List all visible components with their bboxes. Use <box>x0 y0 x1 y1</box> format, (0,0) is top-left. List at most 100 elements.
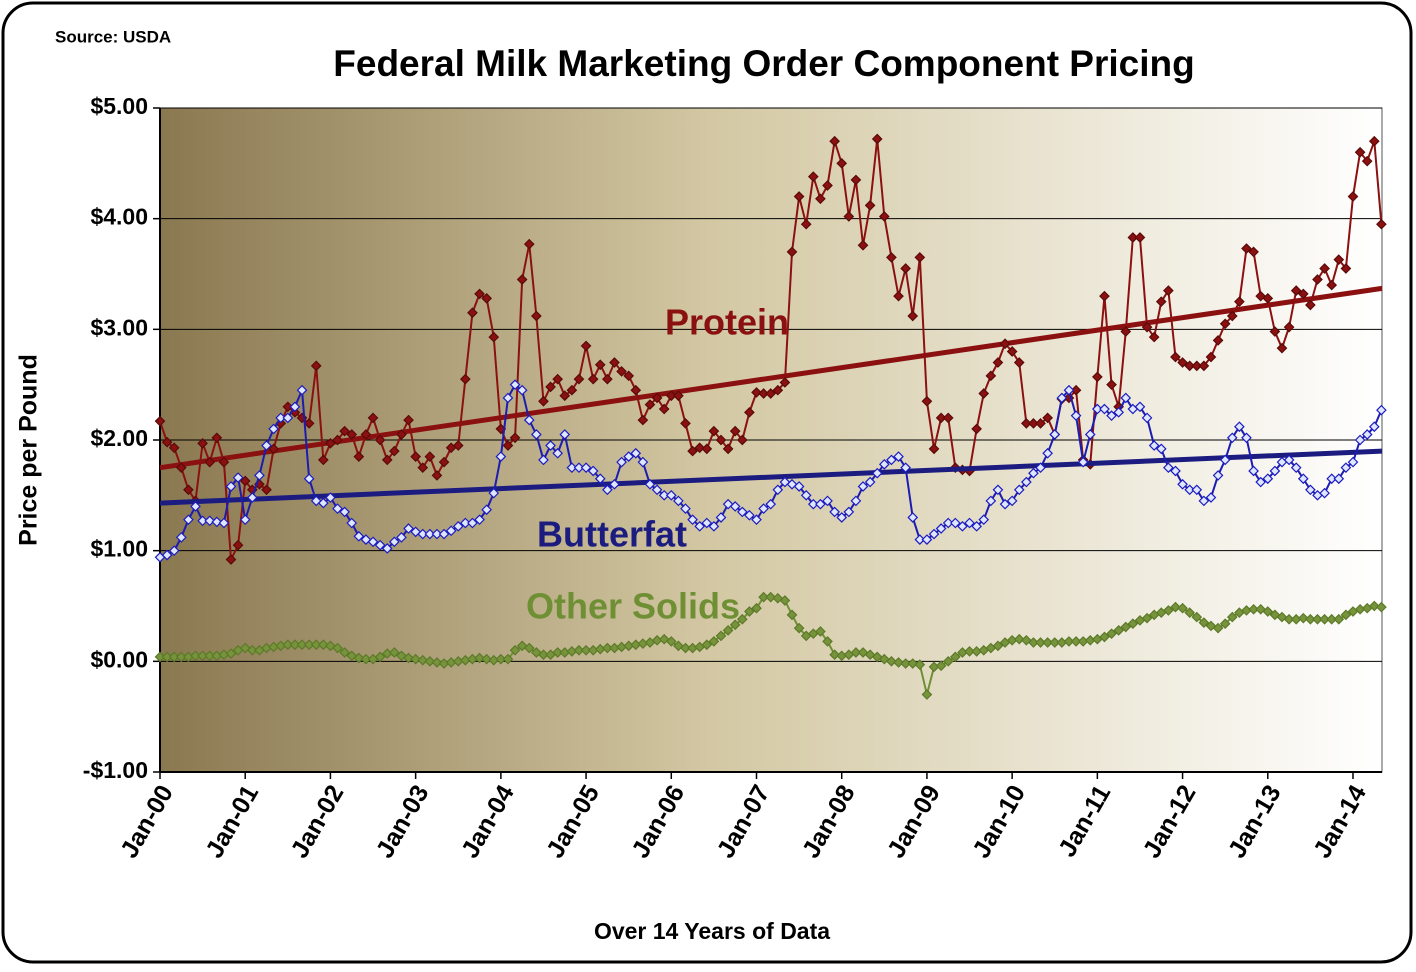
data-point <box>1340 462 1352 474</box>
data-point <box>381 454 393 466</box>
data-point <box>1120 326 1132 337</box>
data-point <box>403 652 414 664</box>
data-point <box>758 388 769 399</box>
data-point <box>1198 617 1210 628</box>
data-point <box>815 498 826 510</box>
data-point <box>1262 606 1274 617</box>
data-point <box>651 484 663 496</box>
data-point <box>580 340 592 352</box>
data-point <box>850 495 862 507</box>
y-tick-label: $4.00 <box>90 204 148 230</box>
data-point <box>1021 634 1032 646</box>
data-point <box>197 515 208 527</box>
data-point <box>864 200 876 211</box>
data-point <box>1219 318 1231 330</box>
data-point <box>609 478 620 490</box>
data-point <box>935 660 947 672</box>
data-point <box>744 509 755 521</box>
data-point <box>978 514 990 526</box>
data-point <box>1013 633 1025 645</box>
data-point <box>1333 473 1345 485</box>
data-point <box>928 443 940 455</box>
data-point <box>1191 484 1203 496</box>
data-point <box>694 442 706 454</box>
data-point <box>1297 612 1309 624</box>
data-point <box>1163 285 1174 296</box>
data-point <box>1021 476 1032 488</box>
data-point <box>211 432 223 444</box>
data-point <box>197 437 208 449</box>
data-point <box>829 506 840 518</box>
data-point <box>815 626 826 637</box>
data-point <box>786 246 798 258</box>
data-point <box>1198 360 1210 372</box>
data-point <box>1148 440 1160 451</box>
data-point <box>211 516 223 528</box>
data-point <box>793 191 805 202</box>
data-point <box>1070 636 1082 647</box>
data-point <box>1028 467 1039 479</box>
data-point <box>751 387 762 398</box>
data-point <box>1099 631 1110 643</box>
data-point <box>644 399 656 410</box>
data-point <box>509 379 521 391</box>
data-point <box>374 651 386 663</box>
data-point <box>1312 613 1323 625</box>
data-point <box>829 135 840 147</box>
data-point <box>807 171 819 182</box>
data-point <box>1035 418 1046 429</box>
data-point <box>417 654 429 666</box>
data-point <box>467 307 478 319</box>
data-point <box>886 252 897 263</box>
data-point <box>1297 473 1309 485</box>
data-point <box>1234 421 1245 433</box>
data-point <box>1084 429 1096 440</box>
data-point <box>1006 495 1018 507</box>
data-point <box>190 501 201 512</box>
data-point <box>786 478 798 490</box>
data-point <box>800 218 812 230</box>
data-point <box>431 657 443 668</box>
data-point <box>623 370 635 382</box>
data-point <box>175 462 187 474</box>
data-point <box>452 440 464 451</box>
y-tick-label: $3.00 <box>90 314 148 340</box>
data-point <box>161 549 173 561</box>
data-point <box>701 639 713 651</box>
data-point <box>1099 290 1110 302</box>
data-point <box>886 454 897 466</box>
data-point <box>573 644 585 656</box>
data-point <box>1376 218 1387 230</box>
data-point <box>317 497 329 509</box>
data-point <box>758 591 769 603</box>
data-point <box>1340 609 1352 621</box>
data-point <box>623 451 635 462</box>
series-label: Other Solids <box>526 586 740 627</box>
data-point <box>516 640 528 652</box>
data-point <box>1163 462 1174 474</box>
data-point <box>332 503 343 514</box>
data-point <box>183 484 194 496</box>
data-point <box>1305 299 1316 311</box>
data-point <box>538 454 549 466</box>
data-point <box>225 554 237 565</box>
data-point <box>246 644 258 656</box>
data-point <box>1376 404 1387 416</box>
data-point <box>1148 331 1160 343</box>
data-point <box>545 440 556 451</box>
data-point <box>296 384 308 396</box>
data-point <box>410 653 421 665</box>
data-point <box>1283 321 1295 333</box>
data-point <box>602 373 613 385</box>
data-point <box>1106 628 1117 640</box>
data-point <box>871 651 883 663</box>
data-point <box>680 418 691 429</box>
data-point <box>559 390 571 402</box>
data-point <box>239 475 251 487</box>
data-point <box>928 528 940 540</box>
data-point <box>715 512 727 523</box>
data-point <box>708 520 720 532</box>
data-point <box>388 445 400 457</box>
data-point <box>878 211 890 222</box>
data-point <box>1297 288 1309 300</box>
